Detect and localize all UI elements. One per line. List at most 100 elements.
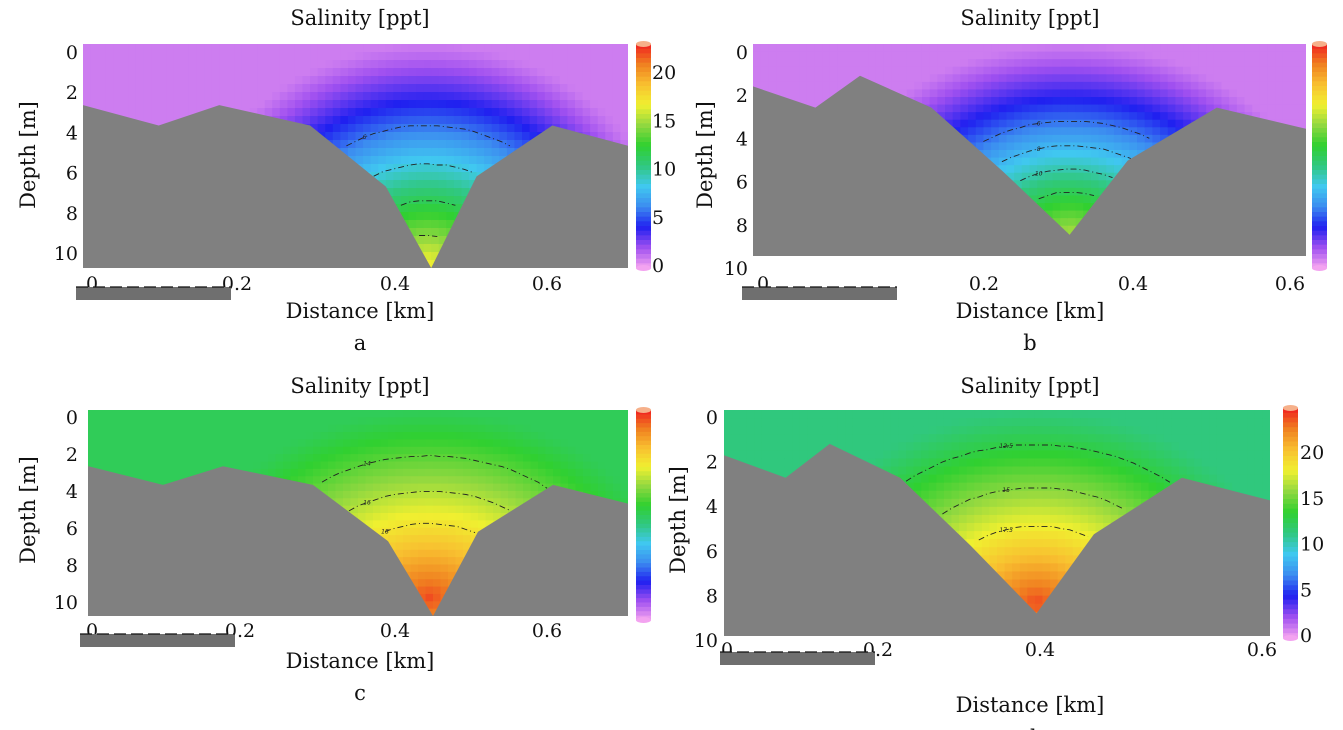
salinity-cell xyxy=(983,66,992,75)
salinity-cell xyxy=(241,52,251,61)
salinity-cell xyxy=(1052,44,1061,53)
salinity-cell xyxy=(363,52,372,61)
salinity-cell xyxy=(408,76,417,85)
salinity-cell xyxy=(105,44,114,53)
salinity-cell xyxy=(148,417,157,426)
salinity-cell xyxy=(275,454,284,463)
salinity-cell xyxy=(325,84,334,93)
y-tick-label: 8 xyxy=(66,203,78,225)
salinity-cell xyxy=(1067,134,1077,144)
salinity-cell xyxy=(416,172,425,181)
salinity-cell xyxy=(90,84,99,93)
salinity-cell xyxy=(837,44,846,53)
salinity-cell xyxy=(1006,127,1015,136)
salinity-cell xyxy=(188,84,198,93)
salinity-cell xyxy=(975,104,985,113)
salinity-cell xyxy=(204,92,213,101)
salinity-cell xyxy=(1106,74,1115,83)
salinity-cell xyxy=(363,76,372,85)
salinity-cell xyxy=(469,84,478,93)
salinity-cell xyxy=(88,454,97,463)
salinity-cell xyxy=(998,150,1008,159)
salinity-cell xyxy=(499,124,508,133)
salinity-cell xyxy=(590,116,599,125)
salinity-cell xyxy=(408,204,417,213)
salinity-cell xyxy=(1252,51,1261,60)
colorbar-swatch xyxy=(636,216,651,222)
salinity-cell xyxy=(559,52,569,61)
salinity-cell xyxy=(476,84,485,93)
salinity-cell xyxy=(1037,89,1046,98)
salinity-cell xyxy=(799,74,808,83)
salinity-cell xyxy=(590,76,599,85)
salinity-cell xyxy=(438,220,447,229)
salinity-cell xyxy=(133,461,142,470)
salinity-cell xyxy=(559,108,569,117)
colorbar-tick-label: 5 xyxy=(652,207,664,229)
salinity-cell xyxy=(461,188,470,197)
colorbar-top-cap xyxy=(1312,41,1327,47)
salinity-cell xyxy=(620,132,628,141)
salinity-cell xyxy=(385,180,394,189)
salinity-cell xyxy=(1029,172,1038,181)
salinity-cell xyxy=(529,44,538,53)
salinity-cell xyxy=(537,124,546,133)
salinity-cell xyxy=(110,417,119,426)
salinity-cell xyxy=(559,60,569,69)
salinity-cell xyxy=(1052,104,1061,113)
salinity-cell xyxy=(1259,89,1269,98)
salinity-cell xyxy=(806,59,816,68)
salinity-cell xyxy=(151,68,160,77)
salinity-cell xyxy=(290,439,299,448)
salinity-cell xyxy=(1221,81,1230,91)
salinity-cell xyxy=(446,124,455,133)
salinity-cell xyxy=(238,424,247,433)
salinity-cell xyxy=(226,44,235,53)
salinity-cell xyxy=(1083,74,1092,83)
salinity-cell xyxy=(378,140,387,149)
salinity-cell xyxy=(837,51,846,60)
colorbar-swatch xyxy=(1312,156,1327,162)
salinity-cell xyxy=(385,188,394,197)
salinity-cell xyxy=(385,140,394,149)
salinity-cell xyxy=(103,461,112,470)
salinity-cell xyxy=(178,417,187,426)
salinity-cell xyxy=(476,164,485,173)
salinity-cell xyxy=(279,100,288,109)
salinity-cell xyxy=(1213,89,1223,98)
salinity-cell xyxy=(952,112,961,121)
salinity-cell xyxy=(1044,66,1054,75)
colorbar-swatch xyxy=(1312,151,1327,157)
salinity-cell xyxy=(363,124,372,133)
salinity-cell xyxy=(163,461,172,470)
salinity-cell xyxy=(453,60,463,69)
salinity-cell xyxy=(968,44,977,53)
colorbar-tick-label: 20 xyxy=(652,62,676,84)
salinity-cell xyxy=(1282,81,1292,91)
salinity-cell xyxy=(283,461,292,470)
salinity-cell xyxy=(968,119,977,128)
salinity-cell xyxy=(1160,104,1169,113)
salinity-cell xyxy=(208,446,217,455)
salinity-cell xyxy=(355,156,364,165)
salinity-cell xyxy=(173,84,182,93)
salinity-cell xyxy=(211,52,220,61)
salinity-cell xyxy=(279,92,288,101)
salinity-cell xyxy=(1290,97,1299,106)
salinity-cell xyxy=(88,446,97,455)
salinity-cell xyxy=(1075,119,1084,128)
colorbar-swatch xyxy=(636,128,651,134)
salinity-cell xyxy=(408,52,417,61)
salinity-cell xyxy=(1075,104,1084,113)
salinity-cell xyxy=(582,100,591,109)
salinity-cell xyxy=(1106,112,1115,121)
colorbar-swatch xyxy=(636,48,651,54)
salinity-cell xyxy=(506,60,516,69)
salinity-cell xyxy=(1129,81,1138,91)
salinity-cell xyxy=(914,51,923,60)
salinity-cell xyxy=(1060,134,1069,144)
salinity-cell xyxy=(799,66,808,75)
salinity-cell xyxy=(544,52,553,61)
salinity-cell xyxy=(1198,97,1207,106)
